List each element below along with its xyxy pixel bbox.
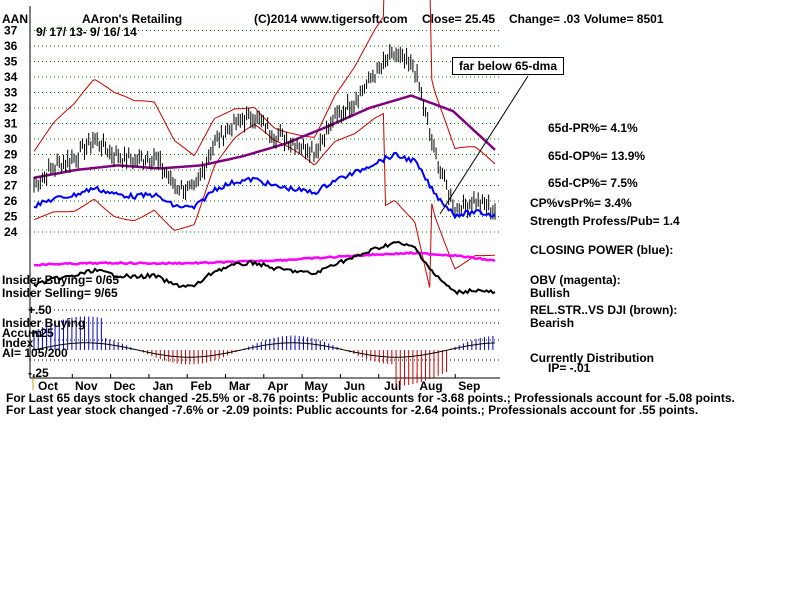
strength-stat: Strength Profess/Pub= 1.4 bbox=[530, 214, 680, 228]
change-label: Change= .03 bbox=[509, 12, 581, 26]
relstr-state: Bearish bbox=[530, 316, 575, 330]
y-tick-label: 29 bbox=[4, 148, 18, 162]
footer-line-1: For Last 65 days stock changed -25.5% or… bbox=[6, 391, 735, 405]
x-tick-label: May bbox=[304, 379, 328, 393]
x-tick-label: Sep bbox=[458, 379, 480, 393]
y-tick-label: 36 bbox=[4, 39, 18, 53]
cpvspr-stat: CP%vsPr%= 3.4% bbox=[530, 196, 632, 210]
relstr-label: REL.STR..VS DJI (brown): bbox=[530, 303, 678, 317]
annotation-arrow bbox=[439, 75, 529, 215]
close-label: Close= 25.45 bbox=[422, 12, 496, 26]
plus25-label: +.25 bbox=[30, 326, 54, 340]
distribution-label: Currently Distribution bbox=[530, 351, 655, 365]
x-tick-label: Mar bbox=[229, 379, 251, 393]
x-tick-label: Jun bbox=[344, 379, 365, 393]
source-label: (C)2014 www.tigersoft.com bbox=[254, 12, 408, 26]
x-tick-label: Jan bbox=[153, 379, 174, 393]
lower-band-line bbox=[33, 112, 496, 288]
y-tick-label: 32 bbox=[4, 101, 18, 115]
closing-power-label: CLOSING POWER (blue): bbox=[530, 243, 674, 257]
y-tick-label: 34 bbox=[4, 70, 18, 84]
y-tick-label: 28 bbox=[4, 163, 18, 177]
cp-stat: 65d-CP%= 7.5% bbox=[548, 176, 638, 190]
plus50-label: +.50 bbox=[28, 303, 52, 317]
y-tick-label: 35 bbox=[4, 55, 18, 69]
y-tick-label: 31 bbox=[4, 117, 18, 131]
x-tick-label: Dec bbox=[114, 379, 136, 393]
rel-str-line bbox=[33, 240, 496, 296]
obv-state: Bullish bbox=[530, 286, 571, 300]
y-tick-label: 30 bbox=[4, 132, 18, 146]
y-tick-label: 37 bbox=[4, 24, 18, 38]
footer-line-2: For Last year stock changed -7.6% or -2.… bbox=[6, 403, 699, 417]
insider-buying-label: Insider Buying= 0/65 bbox=[2, 273, 120, 287]
ip-label: IP= -.01 bbox=[548, 361, 591, 375]
date-range: 9/ 17/ 13- 9/ 16/ 14 bbox=[36, 25, 137, 39]
pr-stat: 65d-PR%= 4.1% bbox=[548, 121, 638, 135]
company-title: AAron's Retailing bbox=[82, 12, 183, 26]
y-tick-label: 27 bbox=[4, 179, 18, 193]
op-stat: 65d-OP%= 13.9% bbox=[548, 149, 646, 163]
x-tick-label: Apr bbox=[267, 379, 288, 393]
ai-label: AI= 105/200 bbox=[2, 346, 68, 360]
y-tick-label: 25 bbox=[4, 210, 18, 224]
minus25-label: -.25 bbox=[28, 366, 49, 380]
x-tick-label: Aug bbox=[419, 379, 442, 393]
ma-line bbox=[33, 94, 496, 180]
obv-label: OBV (magenta): bbox=[530, 273, 621, 287]
x-tick-label: Feb bbox=[191, 379, 212, 393]
accum-label: Accum bbox=[2, 326, 43, 340]
insider-buying-label-2: Insider Buying bbox=[2, 316, 86, 330]
ticker-label: AAN bbox=[2, 12, 28, 26]
insider-selling-label: Insider Selling= 9/65 bbox=[2, 286, 118, 300]
volume-label: Volume= 8501 bbox=[584, 12, 664, 26]
x-tick-label: Oct bbox=[38, 379, 58, 393]
index-label: Index bbox=[2, 336, 34, 350]
accum-line bbox=[33, 342, 495, 358]
x-tick-label: Nov bbox=[75, 379, 98, 393]
upper-band-line bbox=[33, 0, 496, 165]
closing-power-line bbox=[33, 151, 496, 220]
y-tick-label: 33 bbox=[4, 86, 18, 100]
annotation-box: far below 65-dma bbox=[452, 57, 565, 75]
y-tick-label: 24 bbox=[4, 225, 18, 239]
y-tick-label: 26 bbox=[4, 194, 18, 208]
x-tick-label: Jul bbox=[384, 379, 401, 393]
